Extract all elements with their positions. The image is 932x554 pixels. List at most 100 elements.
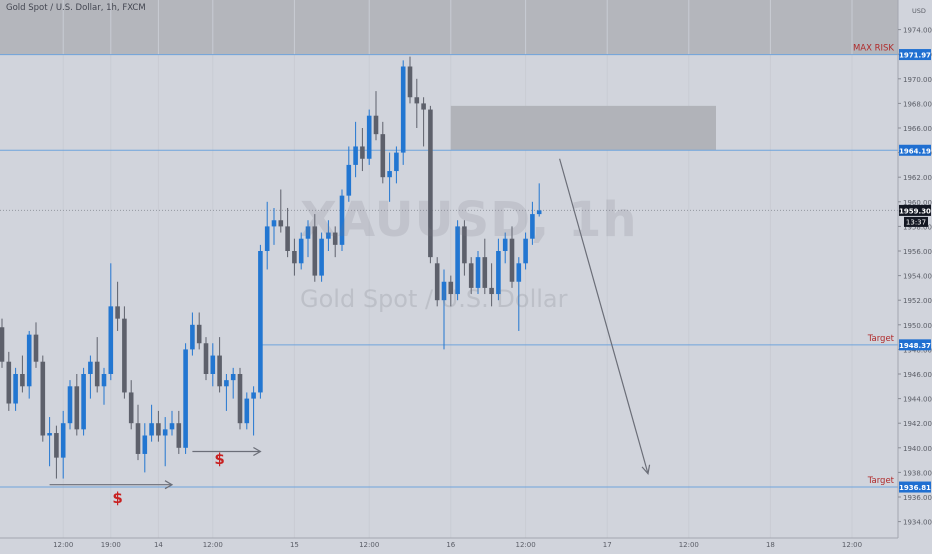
supply-zone-box[interactable] xyxy=(450,105,716,151)
price-tick-label: 1974.00 xyxy=(903,27,932,35)
time-tick-label: 17 xyxy=(603,541,612,549)
level-price-tag[interactable] xyxy=(899,339,931,351)
candle-body[interactable] xyxy=(394,152,399,172)
candle-body[interactable] xyxy=(428,109,433,258)
price-tick-label: 1940.00 xyxy=(903,445,932,453)
candle-body[interactable] xyxy=(230,374,236,381)
candle-body[interactable] xyxy=(251,392,256,399)
candle-body[interactable] xyxy=(278,220,284,227)
candle-body[interactable] xyxy=(81,374,86,430)
candle-body[interactable] xyxy=(292,251,297,264)
candle-body[interactable] xyxy=(373,115,379,135)
candle-body[interactable] xyxy=(387,171,392,178)
candle-body[interactable] xyxy=(530,214,535,239)
candle-body[interactable] xyxy=(360,146,365,159)
candle-body[interactable] xyxy=(441,281,447,301)
candle-body[interactable] xyxy=(339,195,345,245)
candle-body[interactable] xyxy=(502,238,508,251)
candle-body[interactable] xyxy=(332,232,338,245)
candle-body[interactable] xyxy=(455,226,460,295)
candle-body[interactable] xyxy=(414,97,420,104)
level-price-tag[interactable] xyxy=(899,144,931,156)
candle-body[interactable] xyxy=(142,435,148,454)
candle-body[interactable] xyxy=(305,226,311,239)
candle-body[interactable] xyxy=(509,238,515,282)
candle-body[interactable] xyxy=(496,251,501,295)
candle-body[interactable] xyxy=(88,361,93,374)
candle-body[interactable] xyxy=(13,374,18,404)
candle-body[interactable] xyxy=(258,251,263,393)
candle-body[interactable] xyxy=(26,334,32,387)
time-tick-label: 14 xyxy=(154,541,163,549)
candle-body[interactable] xyxy=(407,66,413,98)
candle-body[interactable] xyxy=(380,134,386,178)
projection-arrow-line[interactable] xyxy=(559,158,649,474)
candle-body[interactable] xyxy=(353,146,358,165)
candle-body[interactable] xyxy=(162,429,168,436)
candle-body[interactable] xyxy=(101,374,107,387)
candle-body[interactable] xyxy=(298,238,304,264)
candle-body[interactable] xyxy=(183,349,188,448)
candle-body[interactable] xyxy=(536,210,542,215)
candle-body[interactable] xyxy=(271,220,277,227)
candle-body[interactable] xyxy=(400,66,406,153)
candle-body[interactable] xyxy=(149,423,154,436)
candle-body[interactable] xyxy=(6,361,12,404)
candle-body[interactable] xyxy=(176,423,182,448)
candle-body[interactable] xyxy=(224,380,229,387)
candle-body[interactable] xyxy=(33,334,39,362)
candle-body[interactable] xyxy=(421,103,426,110)
candle-body[interactable] xyxy=(264,226,270,251)
level-text-target: Target xyxy=(867,476,895,486)
candle-body[interactable] xyxy=(462,226,467,264)
candle-body[interactable] xyxy=(217,355,222,387)
candle-body[interactable] xyxy=(312,226,318,276)
candle-body[interactable] xyxy=(482,257,488,288)
candle-body[interactable] xyxy=(60,423,66,458)
candle-body[interactable] xyxy=(326,232,331,239)
candle-body[interactable] xyxy=(190,324,195,350)
candle-body[interactable] xyxy=(20,374,25,387)
candle-body[interactable] xyxy=(366,115,372,159)
candle-body[interactable] xyxy=(244,398,250,424)
candle-body[interactable] xyxy=(40,361,46,436)
candle-body[interactable] xyxy=(47,433,52,436)
candle-body[interactable] xyxy=(196,324,202,344)
candle-body[interactable] xyxy=(203,343,209,374)
candle-body[interactable] xyxy=(54,433,59,458)
candle-body[interactable] xyxy=(237,374,243,424)
price-axis[interactable] xyxy=(898,0,932,550)
price-tick-label: 1962.00 xyxy=(903,174,932,182)
candle-body[interactable] xyxy=(169,423,175,430)
candle-body[interactable] xyxy=(67,386,73,424)
level-price-tag[interactable] xyxy=(899,49,931,61)
level-price-label: 1948.37 xyxy=(899,342,931,350)
time-tick-label: 12:00 xyxy=(516,541,536,549)
candle-body[interactable] xyxy=(128,392,134,424)
candle-body[interactable] xyxy=(468,263,474,288)
candle-body[interactable] xyxy=(516,263,522,282)
candle-body[interactable] xyxy=(74,386,80,430)
candle-body[interactable] xyxy=(489,287,494,295)
candle-body[interactable] xyxy=(108,306,114,374)
candle-body[interactable] xyxy=(210,355,216,374)
candle-body[interactable] xyxy=(0,327,5,362)
description-watermark: Gold Spot / U.S. Dollar xyxy=(300,285,568,313)
candle-body[interactable] xyxy=(346,164,352,196)
candle-body[interactable] xyxy=(319,238,324,276)
candle-body[interactable] xyxy=(122,318,127,393)
candle-body[interactable] xyxy=(434,263,440,301)
candle-body[interactable] xyxy=(156,423,161,436)
time-axis[interactable] xyxy=(0,538,932,550)
candle-body[interactable] xyxy=(523,238,528,264)
candle-body[interactable] xyxy=(285,226,290,251)
candle-body[interactable] xyxy=(135,423,141,454)
candle-body[interactable] xyxy=(94,361,100,387)
candle-body[interactable] xyxy=(475,257,481,288)
candle-body[interactable] xyxy=(448,281,454,295)
level-price-tag[interactable] xyxy=(899,481,931,493)
countdown-label: 13:37 xyxy=(906,218,926,226)
candle-body[interactable] xyxy=(115,306,120,319)
